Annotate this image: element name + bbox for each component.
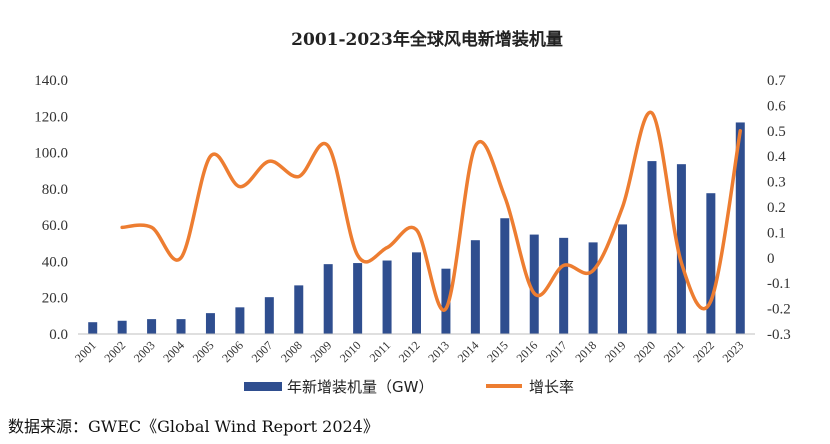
x-tick: 2010 [337,338,364,365]
bar-2004 [176,319,186,334]
x-tick: 2011 [367,338,394,365]
x-tick: 2009 [307,338,334,365]
y-right-tick: -0.1 [767,276,791,292]
y-right-tick: -0.3 [767,327,791,343]
y-left-tick: 80.0 [42,182,68,198]
bar-2013 [441,268,451,334]
bar-2010 [353,263,363,334]
legend-line-label: 增长率 [529,378,574,396]
bar-2021 [676,164,686,334]
y-left-tick: 100.0 [34,146,68,162]
x-tick: 2003 [131,338,158,365]
x-axis: 2001 2002 2003 2004 2005 2006 2007 2008 2009 2010… [72,338,746,365]
x-tick: 2005 [190,338,217,365]
bar-2006 [235,307,245,334]
y-left-tick: 20.0 [42,291,68,307]
bar-2019 [618,224,628,334]
bar-2016 [529,234,539,334]
bar-2007 [264,297,274,334]
bar-2012 [412,252,421,334]
y-right-axis: -0.3 -0.2 -0.1 0 0.1 0.2 0.3 0.4 0.5 0.6 0.7 [767,73,791,343]
growth-line-series [120,110,743,312]
x-tick: 2016 [513,338,540,365]
legend: 年新增装机量（GW） 增长率 [244,378,574,396]
x-tick: 2006 [219,338,246,365]
y-right-tick: -0.2 [767,302,791,318]
x-tick: 2014 [455,338,482,365]
bar-2022 [706,193,716,334]
bar-2003 [147,319,157,334]
bar-2009 [323,264,333,334]
source-note: 数据来源：GWEC《Global Wind Report 2024》 [8,417,379,436]
x-tick: 2020 [631,338,658,365]
x-tick: 2013 [425,338,452,365]
y-right-tick: 0.7 [767,73,786,89]
y-left-tick: 40.0 [42,254,68,270]
legend-bar-swatch [244,382,282,391]
bar-2005 [205,313,215,334]
x-tick: 2018 [572,338,599,365]
chart-title: 2001-2023年全球风电新增装机量 [291,29,563,50]
x-tick: 2022 [690,338,717,365]
growth-rate-line [120,110,743,312]
y-right-tick: 0.6 [767,98,786,114]
bar-2008 [294,285,304,334]
bar-2018 [588,242,598,334]
y-left-tick: 60.0 [42,218,68,234]
y-right-tick: 0.1 [767,225,786,241]
bar-2017 [559,237,569,334]
x-tick: 2001 [72,338,99,365]
x-tick: 2019 [602,338,629,365]
x-tick: 2004 [160,338,187,365]
x-tick: 2017 [543,338,570,365]
bar-2002 [117,320,127,334]
y-left-tick: 0.0 [49,327,68,343]
y-left-tick: 140.0 [34,73,68,89]
y-right-tick: 0.2 [767,200,786,216]
y-right-tick: 0 [767,251,775,267]
y-left-axis: 0.0 20.0 40.0 60.0 80.0 100.0 120.0 140.0 [34,73,68,343]
x-tick: 2023 [720,338,747,365]
bar-2020 [647,161,657,334]
x-tick: 2012 [396,338,423,365]
bar-2015 [500,218,510,334]
y-right-tick: 0.4 [767,149,786,165]
legend-bar-label: 年新增装机量（GW） [287,378,433,396]
x-tick: 2015 [484,338,511,365]
x-tick: 2008 [278,338,305,365]
x-tick: 2007 [249,338,276,365]
bar-2023 [735,122,745,334]
bar-2011 [382,260,392,334]
y-left-tick: 120.0 [34,109,68,125]
x-tick: 2021 [661,338,688,365]
bar-2014 [470,240,480,334]
x-tick: 2002 [101,338,128,365]
y-right-tick: 0.3 [767,175,786,191]
bar-2001 [88,322,98,334]
bar-series [88,122,745,334]
y-right-tick: 0.5 [767,124,786,140]
